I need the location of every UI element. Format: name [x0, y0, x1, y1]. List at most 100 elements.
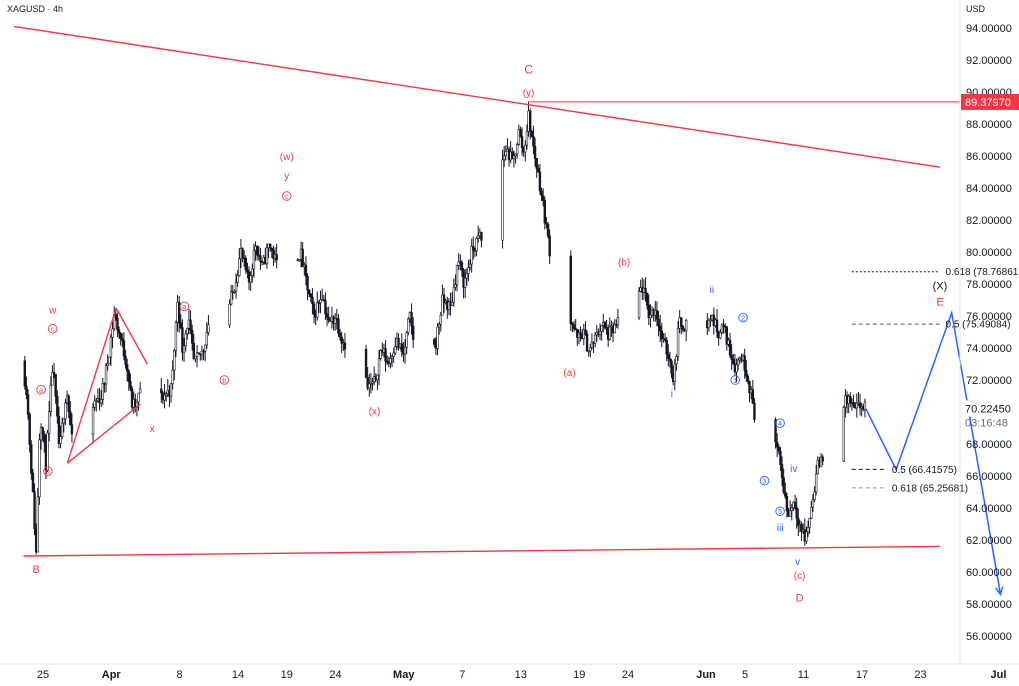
candle-body [777, 446, 781, 452]
candle-body [585, 333, 589, 352]
candle-body [790, 507, 794, 511]
candle-body [665, 339, 668, 355]
candle-body [324, 300, 327, 315]
wave-v: v [795, 557, 800, 568]
candle-body [249, 275, 252, 283]
candle-body [403, 346, 407, 355]
candle-body [784, 491, 787, 497]
candle-body [246, 269, 249, 273]
candle-body [808, 518, 811, 528]
candle-body [775, 441, 779, 448]
x-tick-label: 19 [281, 669, 293, 681]
wave-iii: iii [777, 523, 784, 534]
wave-circle-a-w-circle [36, 384, 46, 395]
currency-label: USD [966, 4, 986, 14]
candle-body [512, 155, 516, 160]
candle-body [569, 255, 573, 324]
candle-body [645, 292, 649, 306]
candle-body [736, 359, 740, 366]
candle-body [38, 439, 41, 498]
x-tick-label: 24 [329, 669, 341, 681]
triangle-lower[interactable] [66, 403, 141, 464]
y-tick-label: 94.00000 [966, 23, 1012, 35]
wave-circle-b-w-circle [43, 466, 53, 476]
wave-circle-b-1-circle [219, 375, 230, 385]
candle-body [327, 317, 330, 321]
candle-body [56, 396, 59, 417]
candle-body [543, 200, 547, 224]
candle-body [465, 273, 468, 279]
candle-body [60, 422, 64, 437]
candle-body [195, 352, 199, 358]
y-tick-label: 58.00000 [966, 599, 1012, 611]
price-axis[interactable]: 94.0000092.0000090.0000088.0000086.00000… [966, 23, 1012, 643]
x-tick-label: 19 [573, 669, 585, 681]
price-labels-layer: 89.37970 70.22450 03:16:48 [961, 93, 1019, 429]
candle-body [849, 396, 852, 403]
candle-body [782, 477, 785, 493]
candle-body [41, 427, 44, 435]
y-tick-label: 88.00000 [966, 119, 1012, 131]
wave-circle-c-top: c [285, 194, 289, 201]
candle-body [655, 310, 659, 320]
candle-body [582, 329, 586, 340]
candle-body [25, 385, 28, 395]
candle-body [322, 299, 325, 301]
x-tick-label: 25 [37, 669, 49, 681]
candle-body [821, 456, 824, 462]
y-tick-label: 86.00000 [966, 151, 1012, 163]
candle-body [59, 436, 62, 444]
candle-body [436, 326, 439, 349]
wave-x-paren: (x) [369, 406, 381, 417]
candle-body [514, 153, 517, 156]
wave-labels-layer: C (y) (w) y c a b (x) w c a b x B (b) (a) (c) Dii 2 1 i 4 iv 3 5… [33, 63, 948, 605]
candle-body [229, 291, 233, 305]
candle-body [480, 231, 483, 241]
candle-body [47, 411, 51, 434]
candle-body [385, 360, 389, 363]
candle-body [681, 325, 685, 330]
candle-body [203, 344, 207, 352]
candle-body [411, 325, 415, 340]
candle-body [244, 258, 247, 271]
wave-circle-1: 1 [733, 378, 737, 385]
candle-body [130, 388, 134, 408]
y-tick-label: 84.00000 [966, 183, 1012, 195]
candle-body [715, 319, 719, 333]
candle-body [504, 150, 507, 157]
x-tick-label: 13 [515, 669, 527, 681]
candle-body [259, 255, 262, 262]
lower-trendline[interactable] [23, 545, 941, 557]
candle-body [855, 402, 859, 409]
candle-body [275, 254, 278, 261]
candle-body [57, 415, 61, 444]
upper-trendline[interactable] [13, 25, 941, 168]
candle-body [502, 155, 506, 161]
candle-body [54, 373, 57, 397]
time-axis[interactable]: 25Apr8141924May7131924Jun5111723Jul7 [37, 669, 1019, 681]
candle-body [593, 334, 597, 344]
y-tick-label: 62.00000 [966, 535, 1012, 547]
candle-body [707, 319, 711, 329]
candle-body [517, 129, 521, 145]
y-tick-label: 76.00000 [966, 311, 1012, 323]
candle-body [589, 347, 592, 352]
candle-body [743, 355, 746, 371]
candle-body [124, 355, 127, 365]
candle-body [616, 317, 620, 326]
triangle-upper[interactable] [66, 307, 117, 464]
candle-body [675, 356, 678, 365]
candle-body [533, 146, 537, 159]
candle-body [173, 350, 176, 371]
candle-body [125, 364, 129, 372]
wave-circle-4: 4 [778, 421, 782, 428]
triangle-upper-2[interactable] [115, 307, 148, 365]
wave-iv: iv [790, 464, 797, 475]
candle-body [255, 246, 259, 256]
candle-countdown: 03:16:48 [965, 417, 1008, 429]
projection-path[interactable] [865, 309, 1002, 595]
x-tick-label: Jul [991, 669, 1007, 681]
candle-body [519, 129, 522, 137]
wave-circle-c-top-circle [282, 191, 292, 201]
